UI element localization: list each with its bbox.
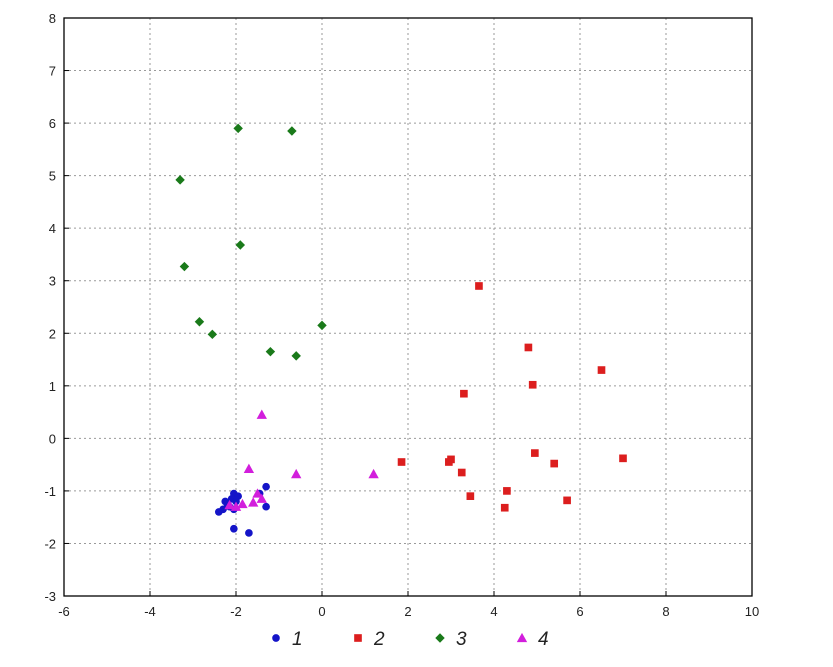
- x-tick-label: 8: [662, 604, 669, 619]
- data-point-series-2: [466, 492, 475, 500]
- data-point-series-3: [317, 320, 327, 331]
- y-tick-label: 6: [49, 116, 56, 131]
- legend-label-2: 2: [373, 629, 385, 650]
- data-point-series-1: [262, 502, 270, 511]
- data-point-series-3: [235, 240, 246, 250]
- data-point-series-1: [230, 524, 238, 533]
- data-point-series-2: [531, 449, 539, 457]
- data-point-series-3: [194, 316, 205, 327]
- y-tick-label: -3: [44, 589, 56, 604]
- legend-marker-4: [516, 632, 528, 643]
- data-point-series-4: [256, 493, 267, 503]
- y-tick-label: -2: [44, 536, 56, 551]
- x-tick-label: -2: [230, 604, 242, 619]
- data-point-series-2: [550, 459, 559, 468]
- data-point-series-2: [397, 458, 406, 466]
- y-tick-label: 1: [49, 379, 56, 394]
- data-point-series-4: [368, 468, 379, 479]
- y-tick-label: -1: [44, 484, 56, 499]
- x-tick-label: -6: [58, 604, 70, 619]
- y-tick-label: 4: [49, 221, 56, 236]
- legend-label-1: 1: [292, 629, 303, 650]
- legend-marker-3: [435, 633, 445, 643]
- y-tick-label: 3: [49, 274, 56, 289]
- data-point-series-3: [179, 261, 190, 272]
- y-tick-label: 8: [49, 11, 56, 26]
- x-tick-label: 0: [318, 604, 325, 619]
- y-tick-label: 5: [49, 169, 56, 184]
- data-point-series-2: [563, 496, 571, 505]
- y-tick-label: 0: [49, 431, 56, 446]
- legend-marker-1: [272, 634, 280, 642]
- data-point-series-4: [291, 468, 302, 479]
- points-layer: [175, 123, 627, 537]
- data-point-series-2: [597, 366, 606, 374]
- x-tick-label: 10: [745, 604, 759, 619]
- legend-label-3: 3: [456, 629, 467, 650]
- data-point-series-3: [291, 351, 301, 361]
- data-point-series-1: [221, 497, 230, 506]
- data-point-series-1: [214, 508, 223, 516]
- data-point-series-4: [256, 409, 267, 419]
- legend: 1 2 3 4: [272, 629, 549, 650]
- data-point-series-4: [237, 498, 248, 509]
- data-point-series-4: [224, 499, 235, 510]
- data-point-series-2: [475, 282, 483, 290]
- data-point-series-3: [265, 346, 276, 357]
- data-point-series-3: [287, 126, 297, 136]
- data-point-series-3: [233, 123, 243, 134]
- data-point-series-2: [528, 380, 537, 389]
- data-point-series-1: [245, 529, 253, 537]
- tick-labels: -6 -4 -2 0 2 4 6 8 10 -3 -2 -1 0 1 2 3 4 5 6 7 8: [44, 11, 759, 619]
- data-point-series-4: [243, 463, 255, 473]
- data-point-series-2: [500, 503, 509, 512]
- x-tick-label: -4: [144, 604, 156, 619]
- grid-layer: [64, 18, 752, 596]
- x-tick-label: 6: [576, 604, 583, 619]
- data-point-series-2: [619, 454, 627, 463]
- legend-label-4: 4: [538, 629, 549, 650]
- data-point-series-3: [175, 175, 185, 185]
- data-point-series-2: [524, 343, 533, 352]
- legend-marker-2: [354, 634, 362, 642]
- data-point-series-3: [207, 329, 218, 340]
- y-tick-label: 2: [49, 326, 56, 341]
- data-point-series-2: [457, 468, 466, 477]
- data-point-series-1: [262, 482, 270, 491]
- data-point-series-2: [503, 487, 511, 495]
- x-tick-label: 2: [404, 604, 411, 619]
- data-point-series-2: [447, 455, 455, 464]
- x-tick-label: 4: [490, 604, 497, 619]
- data-point-series-2: [460, 389, 468, 398]
- y-tick-label: 7: [49, 64, 56, 79]
- data-point-series-4: [248, 497, 259, 507]
- data-point-series-4: [252, 488, 263, 498]
- data-point-series-1: [232, 497, 240, 506]
